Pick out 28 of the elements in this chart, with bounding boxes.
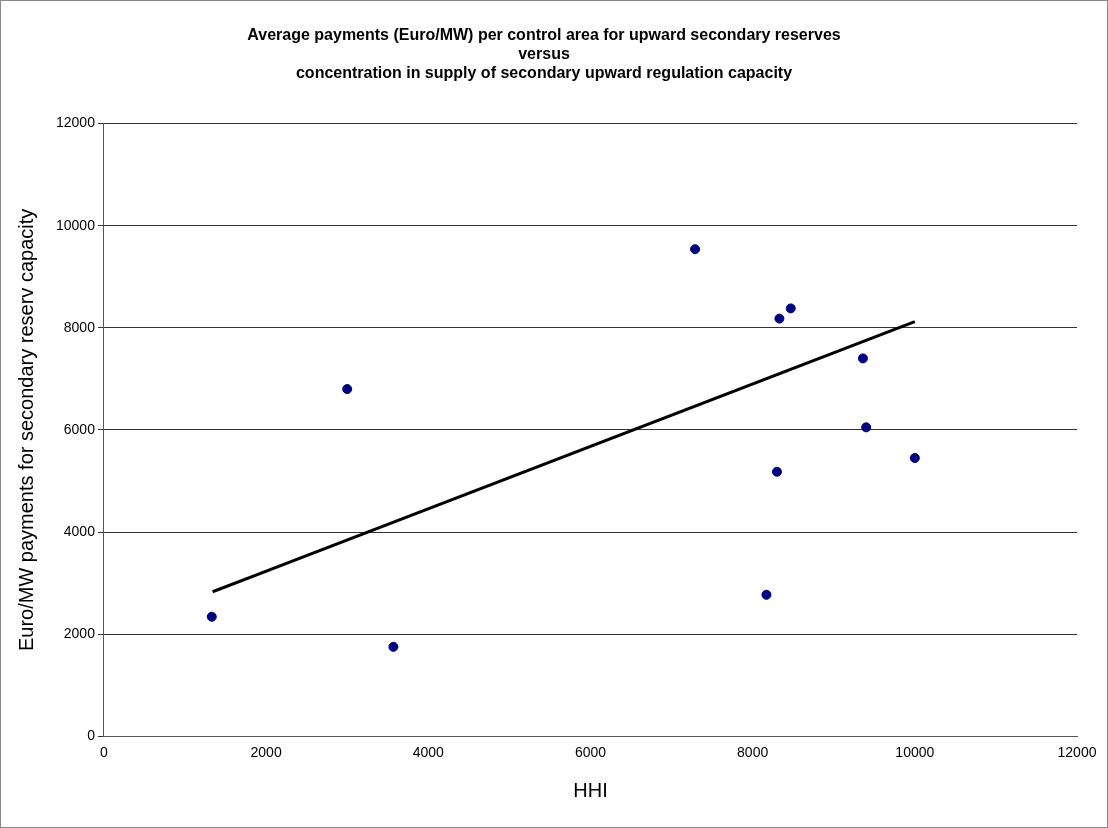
x-tick-label: 10000 [895,744,935,761]
y-tick-label: 6000 [63,420,96,437]
point [206,611,217,622]
y-tick-label: 2000 [63,624,96,641]
point [857,353,868,364]
y-axis-title: Euro/MW payments for secondary reserv capacity [14,208,37,652]
y-tick-label: 10000 [55,216,96,233]
y-tick-label: 0 [87,727,96,744]
point [785,303,796,314]
x-tick-label: 2000 [250,744,282,761]
x-tick-label: 8000 [737,744,769,761]
x-tick-label: 4000 [412,744,445,761]
point [771,466,782,477]
point [774,313,785,324]
point [690,244,701,255]
x-tick-label: 0 [100,744,109,761]
point [761,589,772,600]
point [861,422,872,433]
x-tick-label: 6000 [574,744,607,761]
y-tick-label: 12000 [55,114,96,131]
point [342,384,353,395]
point [388,641,399,652]
y-tick-label: 8000 [63,318,96,335]
y-tick-label: 4000 [63,522,96,539]
point [909,452,920,463]
x-tick-label: 12000 [1057,744,1097,761]
x-axis-title: HHI [573,778,608,801]
chart-title: Average payments (Euro/MW) per control area for upward secondary reserves versus concentration in supply of secondary upward regulation capacity [247,26,841,82]
